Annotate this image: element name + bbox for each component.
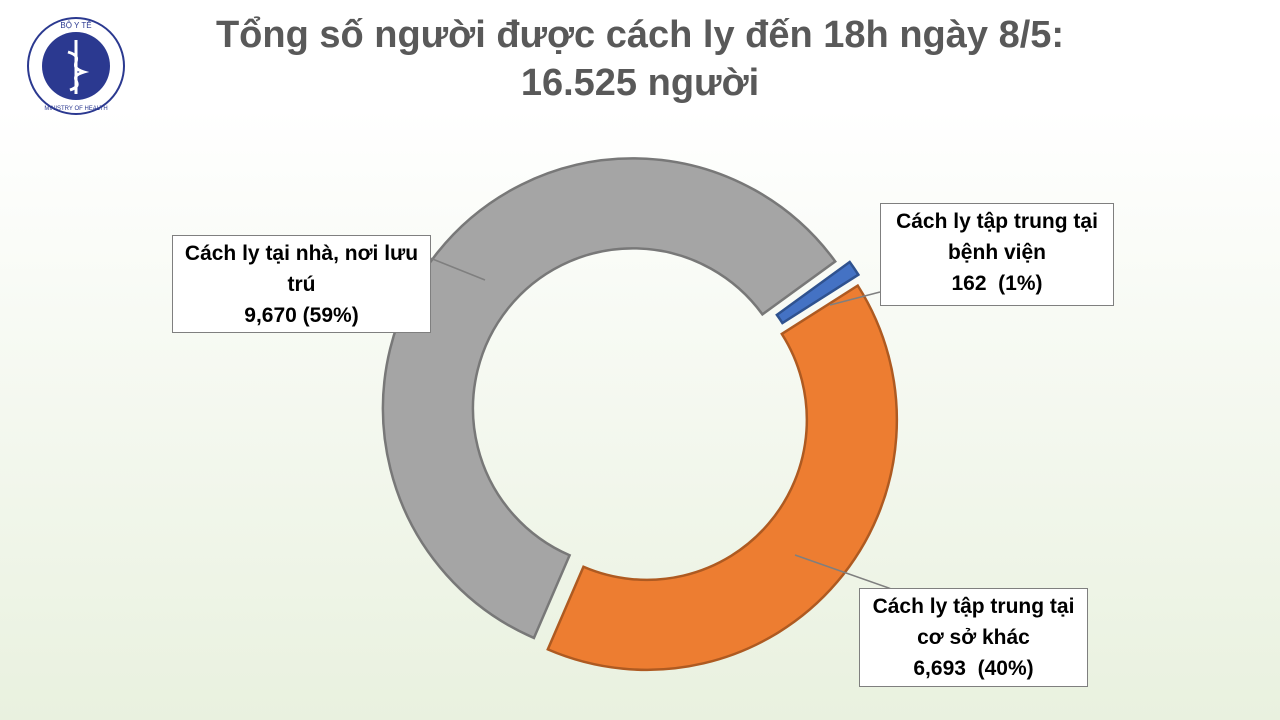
donut-slice <box>546 283 899 672</box>
logo-top-text: BỘ Y TẾ <box>60 20 91 30</box>
callout: Cách ly tại nhà, nơi lưu trú 9,670 (59%) <box>172 235 431 333</box>
value-label: 9,670 (59%) <box>244 304 359 327</box>
donut-slice <box>381 157 837 640</box>
leader-line <box>429 257 486 281</box>
chart-title: Tổng số người được cách ly đến 18h ngày … <box>215 14 1065 56</box>
leader-line <box>829 291 881 306</box>
logo-symbol <box>67 40 90 94</box>
chart-subtitle: 16.525 người <box>520 62 760 104</box>
donut-slice <box>775 260 861 325</box>
value-label: 162 (1%) <box>951 272 1043 295</box>
category-label: Cách ly tại nhà, nơi lưu trú <box>184 242 419 296</box>
logo: BỘ Y TẾ MINISTRY OF HEALTH <box>27 17 125 115</box>
leader-line <box>794 554 901 593</box>
logo-bottom-text: MINISTRY OF HEALTH <box>44 106 107 112</box>
category-label: Cách ly tập trung tại bệnh viện <box>896 210 1098 264</box>
callout: Cách ly tập trung tại bệnh viện 162 (1%) <box>880 203 1114 306</box>
callout: Cách ly tập trung tại cơ sở khác 6,693 (4… <box>859 588 1088 687</box>
category-label: Cách ly tập trung tại cơ sở khác <box>872 595 1075 649</box>
value-label: 6,693 (40%) <box>913 657 1034 680</box>
